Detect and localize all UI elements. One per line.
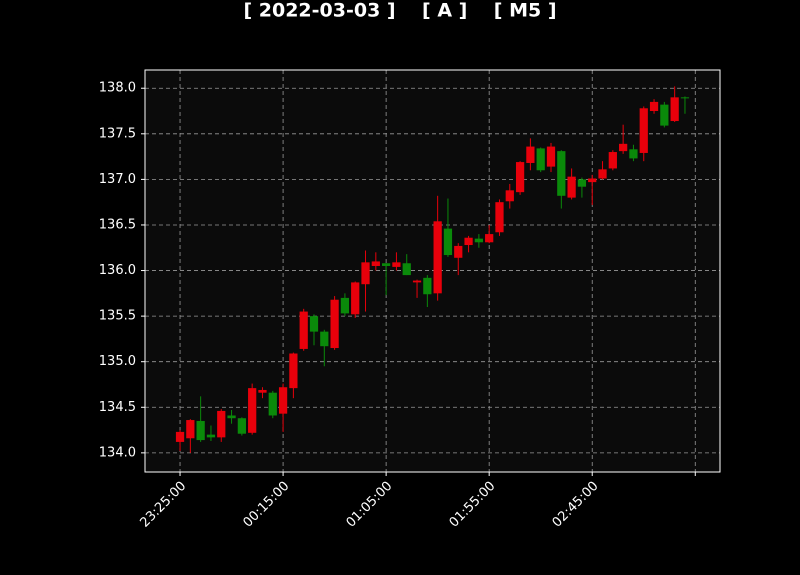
candle-body xyxy=(598,169,607,179)
y-tick-label: 134.5 xyxy=(99,400,136,415)
candle-body xyxy=(268,392,277,416)
candle-body xyxy=(320,331,329,347)
y-tick-label: 138.0 xyxy=(99,81,136,96)
y-tick-label: 137.5 xyxy=(99,126,136,141)
candle-body xyxy=(237,418,246,434)
candle-body xyxy=(351,282,360,315)
candle-body xyxy=(454,245,463,258)
candle-body xyxy=(227,415,236,419)
candle-body xyxy=(433,221,442,294)
candle-body xyxy=(629,149,638,159)
candle-body xyxy=(392,262,401,267)
candle-body xyxy=(526,146,535,163)
y-tick-label: 135.5 xyxy=(99,309,136,324)
candle-body xyxy=(402,263,411,276)
candle-body xyxy=(289,353,298,389)
candle-body xyxy=(186,420,195,439)
candle-body xyxy=(371,261,380,266)
candle-body xyxy=(217,410,226,438)
candle-body xyxy=(206,434,216,438)
candle-body xyxy=(196,420,205,441)
candle-body xyxy=(443,228,453,256)
candle-body xyxy=(464,237,473,246)
candle-body xyxy=(536,148,545,171)
chart-title: [ 2022-03-03 ] [ A ] [ M5 ] xyxy=(243,0,556,22)
candle-body xyxy=(639,108,648,153)
candle-body xyxy=(330,299,339,349)
candle-body xyxy=(557,151,566,196)
candle-body xyxy=(485,234,494,243)
candle-body xyxy=(299,311,308,349)
candle-body xyxy=(680,97,690,99)
candle-body xyxy=(309,316,319,332)
y-tick-label: 136.0 xyxy=(99,263,136,278)
candle-body xyxy=(649,101,659,112)
candle-body xyxy=(670,97,679,122)
candle-body xyxy=(546,146,556,167)
candle-body xyxy=(248,388,257,433)
y-tick-label: 134.0 xyxy=(99,445,136,460)
y-tick-label: 136.5 xyxy=(99,217,136,232)
plot-frame xyxy=(144,69,721,473)
plot-area xyxy=(145,70,720,472)
candle-body xyxy=(577,179,587,187)
candle-body xyxy=(340,297,350,314)
candle-body xyxy=(619,143,628,152)
candle-body xyxy=(382,263,391,266)
candle-body xyxy=(361,262,370,285)
candle-body xyxy=(515,162,525,193)
candle-body xyxy=(175,431,185,442)
candle-body xyxy=(567,176,576,198)
candle-body xyxy=(660,104,669,126)
candle-body xyxy=(474,238,483,243)
candle-body xyxy=(608,152,617,169)
candle-body xyxy=(423,277,432,295)
candle-body xyxy=(258,389,267,393)
candle-body xyxy=(278,387,288,414)
y-tick-label: 135.0 xyxy=(99,354,136,369)
y-tick-label: 137.0 xyxy=(99,172,136,187)
candle-body xyxy=(505,190,514,202)
candle-body xyxy=(588,178,597,183)
candle-body xyxy=(412,280,422,283)
candle-body xyxy=(495,202,504,233)
